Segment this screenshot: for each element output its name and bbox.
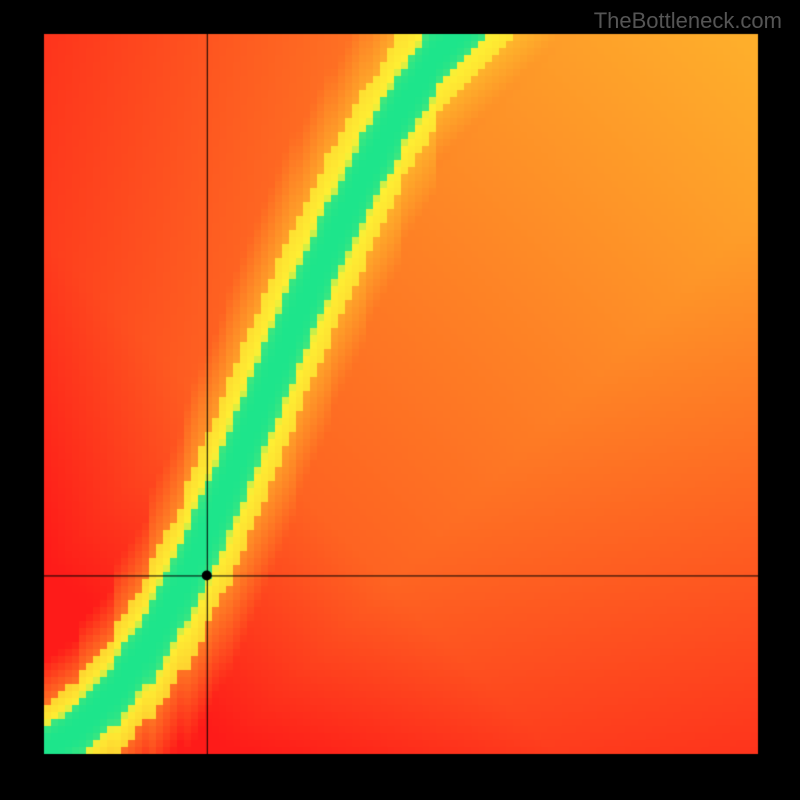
bottleneck-heatmap	[0, 0, 800, 800]
watermark-text: TheBottleneck.com	[594, 8, 782, 34]
